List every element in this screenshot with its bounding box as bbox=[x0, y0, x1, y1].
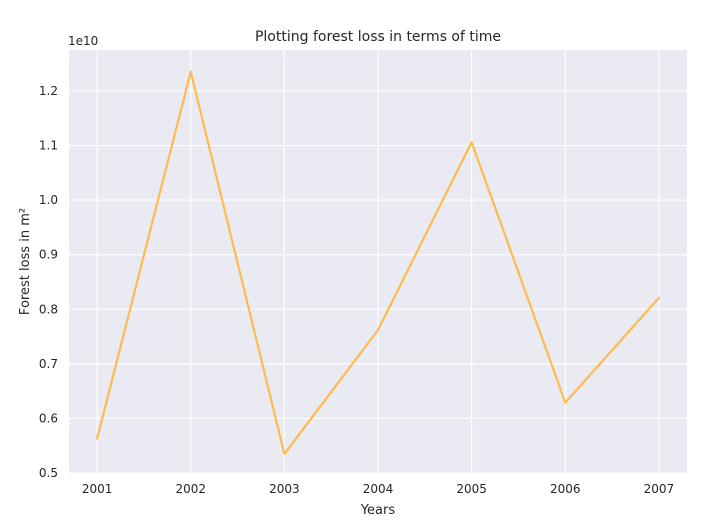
tick-labels: 2001 2002 2003 2004 2005 2006 2007 0.5 0.6 0.7 0.8… bbox=[39, 84, 674, 496]
y-tick-label: 1.0 bbox=[39, 193, 58, 207]
x-tick-label: 2007 bbox=[644, 482, 675, 496]
y-tick-label: 1.1 bbox=[39, 139, 58, 153]
x-tick-label: 2003 bbox=[269, 482, 300, 496]
x-tick-label: 2001 bbox=[82, 482, 113, 496]
y-tick-label: 0.6 bbox=[39, 411, 58, 425]
x-tick-label: 2002 bbox=[175, 482, 206, 496]
y-axis-offset-label: 1e10 bbox=[68, 34, 98, 48]
y-tick-label: 0.9 bbox=[39, 248, 58, 262]
x-tick-label: 2005 bbox=[456, 482, 487, 496]
x-axis-title: Years bbox=[360, 503, 396, 518]
chart-title: Plotting forest loss in terms of time bbox=[255, 29, 501, 45]
y-axis-title: Forest loss in m² bbox=[18, 208, 33, 315]
y-tick-label: 0.5 bbox=[39, 466, 58, 480]
y-tick-label: 0.8 bbox=[39, 302, 58, 316]
series-layer bbox=[95, 70, 661, 455]
y-tick-label: 1.2 bbox=[39, 84, 58, 98]
x-tick-label: 2006 bbox=[550, 482, 581, 496]
grid-lines bbox=[69, 50, 687, 474]
y-tick-label: 0.7 bbox=[39, 357, 58, 371]
x-tick-label: 2004 bbox=[363, 482, 394, 496]
